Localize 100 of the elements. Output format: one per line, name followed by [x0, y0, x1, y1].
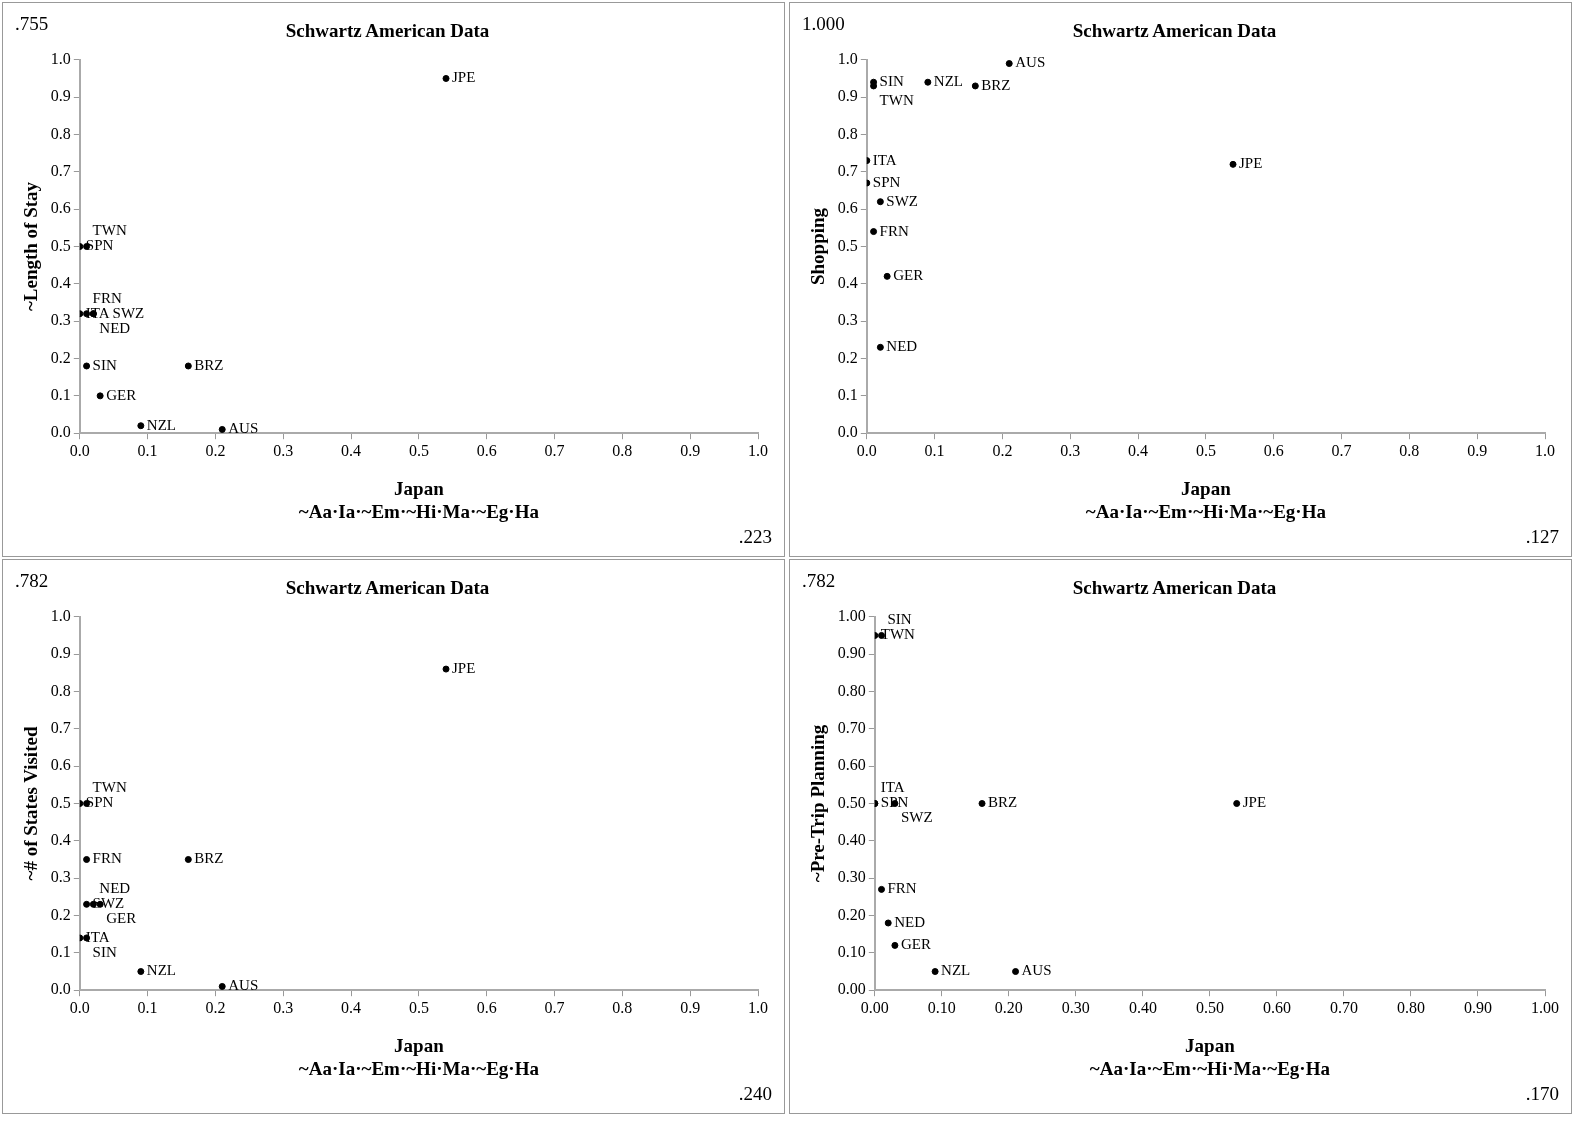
y-tick-label: 0.6 [50, 756, 71, 774]
series-label: AUS [228, 977, 259, 994]
series-label: SPN [85, 237, 114, 254]
series-label: SWZ [112, 304, 145, 321]
x-tick-label: 0.6 [1263, 442, 1284, 459]
x-tick-label: 1.0 [1535, 442, 1555, 459]
x-tick-label: 0.5 [408, 999, 429, 1016]
y-tick-label: 0.00 [837, 980, 866, 998]
y-tick-label: 0.9 [50, 87, 71, 105]
point [883, 272, 891, 280]
y-tick-label: 0.1 [50, 943, 71, 961]
x-tick-label: 0.2 [205, 442, 226, 459]
y-tick-label: 0.60 [837, 756, 866, 774]
x-tick-label: 0.9 [680, 999, 701, 1016]
series-label: NZL [941, 962, 971, 979]
series-label: NED [99, 319, 131, 336]
y-tick-label: 0.8 [50, 124, 71, 142]
x-tick-label: 0.7 [544, 999, 565, 1016]
y-tick-label: 0.9 [50, 644, 71, 662]
series-label: SIN [92, 943, 117, 960]
y-tick-label: 0.3 [50, 868, 71, 886]
x-tick-label: 0.5 [1195, 442, 1216, 459]
y-tick-label: 0.7 [50, 162, 71, 180]
x-tick-label: 0.4 [1128, 442, 1149, 459]
series-label: ITA [880, 779, 905, 796]
x-tick-label: 0.3 [1060, 442, 1081, 459]
point [83, 900, 91, 908]
x-tick-label: 0.1 [924, 442, 945, 459]
x-tick-label: 0.90 [1463, 999, 1492, 1016]
point [971, 82, 979, 90]
y-tick-label: 0.5 [837, 236, 858, 254]
text: .755 [15, 13, 49, 35]
y-tick-label: 0.50 [837, 793, 866, 811]
y-tick-label: 0.0 [50, 980, 71, 998]
y-tick-label: 1.0 [50, 50, 71, 67]
y-tick-label: 0.30 [837, 868, 866, 886]
series-label: JPE [1242, 794, 1267, 811]
x-tick-label: 0.8 [612, 999, 633, 1016]
series-label: NED [886, 338, 918, 355]
x-tick-label: 0.7 [1331, 442, 1352, 459]
text: .240 [738, 1083, 772, 1105]
point [876, 343, 884, 351]
y-tick-label: 0.8 [50, 681, 71, 699]
series-label: BRZ [988, 794, 1018, 811]
x-tick-label: 0.20 [994, 999, 1023, 1016]
x-tick-label: 0.2 [205, 999, 226, 1016]
series-label: GER [106, 386, 137, 403]
series-label: BRZ [194, 356, 224, 373]
y-tick-label: 0.0 [837, 423, 858, 441]
series-label: SWZ [886, 192, 919, 209]
point [870, 228, 878, 236]
point [1012, 968, 1020, 976]
x-tick-label: 0.80 [1396, 999, 1425, 1016]
x-tick-label: 1.0 [748, 442, 768, 459]
x-tick-label: 0.1 [137, 999, 158, 1016]
series-label: AUS [1021, 962, 1052, 979]
series-label: GER [900, 936, 931, 953]
y-tick-label: 0.1 [50, 386, 71, 404]
text: 1.000 [802, 13, 845, 35]
y-tick-label: 0.7 [837, 162, 858, 180]
y-tick-label: 0.4 [837, 274, 858, 292]
point [870, 78, 878, 86]
point [884, 919, 892, 927]
series-label: FRN [887, 880, 917, 897]
y-tick-label: 0.9 [837, 87, 858, 105]
y-tick-label: 0.3 [50, 311, 71, 329]
y-tick-label: 0.3 [837, 311, 858, 329]
series-label: NZL [933, 73, 964, 90]
point [83, 362, 91, 370]
y-tick-label: 0.0 [50, 423, 71, 441]
text: .223 [738, 526, 772, 548]
point [931, 968, 939, 976]
point [96, 392, 104, 400]
x-tick-label: 0.4 [341, 999, 362, 1016]
y-tick-label: 0.80 [837, 681, 866, 699]
x-tick-label: 0.50 [1195, 999, 1224, 1016]
x-tick-label: 0.5 [408, 442, 429, 459]
x-tick-label: 0.3 [273, 999, 294, 1016]
point [184, 362, 192, 370]
y-tick-label: 0.90 [837, 644, 866, 662]
y-tick-label: 0.6 [837, 199, 858, 217]
series-label: TWN [92, 779, 127, 796]
point [978, 800, 986, 807]
y-tick-label: 0.7 [50, 719, 71, 737]
x-tick-label: 1.00 [1531, 999, 1559, 1016]
x-tick-label: 0.3 [273, 442, 294, 459]
series-label: FRN [92, 289, 122, 306]
x-tick-label: 0.00 [860, 999, 889, 1016]
x-tick-label: 0.6 [476, 442, 497, 459]
point [218, 982, 226, 990]
text: .782 [15, 570, 49, 592]
series-label: TWN [879, 91, 914, 108]
series-label: JPE [452, 69, 476, 86]
series-label: NED [894, 913, 926, 930]
y-axis-title: ~Pre-Trip Planning [807, 724, 829, 883]
point [137, 422, 145, 430]
x-tick-label: 0.8 [1399, 442, 1420, 459]
y-tick-label: 0.1 [837, 386, 858, 404]
series-label: SIN [887, 611, 912, 628]
point [1233, 800, 1241, 807]
